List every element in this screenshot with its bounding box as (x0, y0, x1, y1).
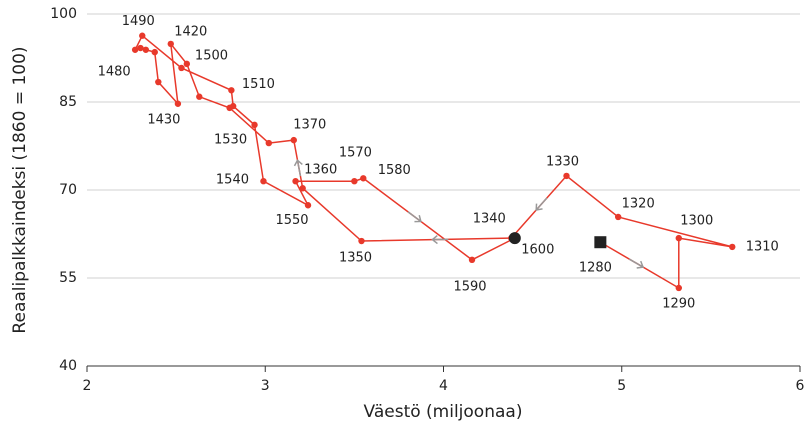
point-label: 1590 (453, 279, 486, 294)
point-label: 1290 (662, 296, 695, 311)
direction-arrow (535, 197, 548, 211)
x-axis-label: Väestö (miljoonaa) (364, 402, 523, 422)
point (151, 48, 158, 56)
point-label: 1500 (195, 48, 228, 63)
direction-arrow (407, 211, 422, 223)
point (139, 32, 146, 39)
point-label: 1550 (275, 213, 308, 228)
point (614, 213, 622, 221)
point-label: 1490 (122, 14, 155, 29)
point-label: 1510 (242, 77, 275, 92)
point (228, 87, 235, 94)
point (131, 46, 139, 53)
point (196, 93, 203, 100)
y-tick-label: 55 (59, 270, 77, 286)
point (142, 46, 150, 53)
y-tick-label: 85 (59, 94, 77, 110)
x-tick-label: 4 (439, 378, 448, 394)
y-tick-label: 100 (50, 6, 77, 22)
point (155, 78, 162, 86)
point (304, 202, 312, 209)
point-label: 1310 (746, 239, 779, 254)
y-tick-label: 70 (59, 182, 77, 198)
data-line (133, 34, 733, 290)
point (360, 175, 367, 182)
point (167, 40, 174, 48)
point-label: 1330 (546, 154, 579, 169)
direction-arrow (431, 234, 449, 245)
x-tick-label: 5 (617, 378, 626, 394)
point-label: 1340 (473, 212, 506, 227)
point (351, 178, 358, 185)
point-label: 1350 (339, 251, 372, 266)
point (290, 136, 297, 144)
point-label: 1570 (339, 146, 372, 161)
point-label: 1600 (521, 243, 554, 258)
y-axis-label: Reaalipalkkaindeksi (1860 = 100) (10, 46, 30, 333)
end-marker (508, 232, 521, 245)
point-label: 1280 (579, 261, 612, 276)
point-label: 1370 (293, 118, 326, 133)
point-label: 1420 (174, 24, 207, 39)
y-tick-label: 40 (59, 358, 77, 374)
point (183, 60, 191, 68)
point (178, 64, 185, 72)
point-label: 1540 (216, 173, 249, 188)
point (260, 178, 267, 185)
point (265, 139, 273, 147)
point-label: 1480 (98, 64, 131, 79)
point (729, 243, 736, 251)
point (675, 284, 682, 292)
point-label: 1320 (622, 196, 655, 211)
point (137, 44, 144, 52)
point-label: 1430 (147, 112, 180, 127)
point (468, 256, 476, 264)
point-label: 1580 (378, 163, 411, 178)
direction-arrow (628, 258, 645, 269)
start-marker (594, 236, 607, 249)
x-tick-label: 2 (83, 378, 92, 394)
x-tick-label: 3 (261, 378, 270, 394)
point (299, 185, 306, 192)
point (229, 102, 237, 110)
point (675, 234, 682, 242)
point (292, 178, 299, 185)
point-label: 1300 (680, 214, 713, 229)
x-tick-label: 6 (796, 378, 805, 394)
point-label: 1360 (304, 163, 337, 178)
point (174, 100, 182, 107)
direction-arrow (293, 159, 303, 177)
point (251, 121, 258, 129)
point (358, 237, 365, 245)
point (563, 172, 570, 180)
point-label: 1530 (214, 132, 247, 147)
